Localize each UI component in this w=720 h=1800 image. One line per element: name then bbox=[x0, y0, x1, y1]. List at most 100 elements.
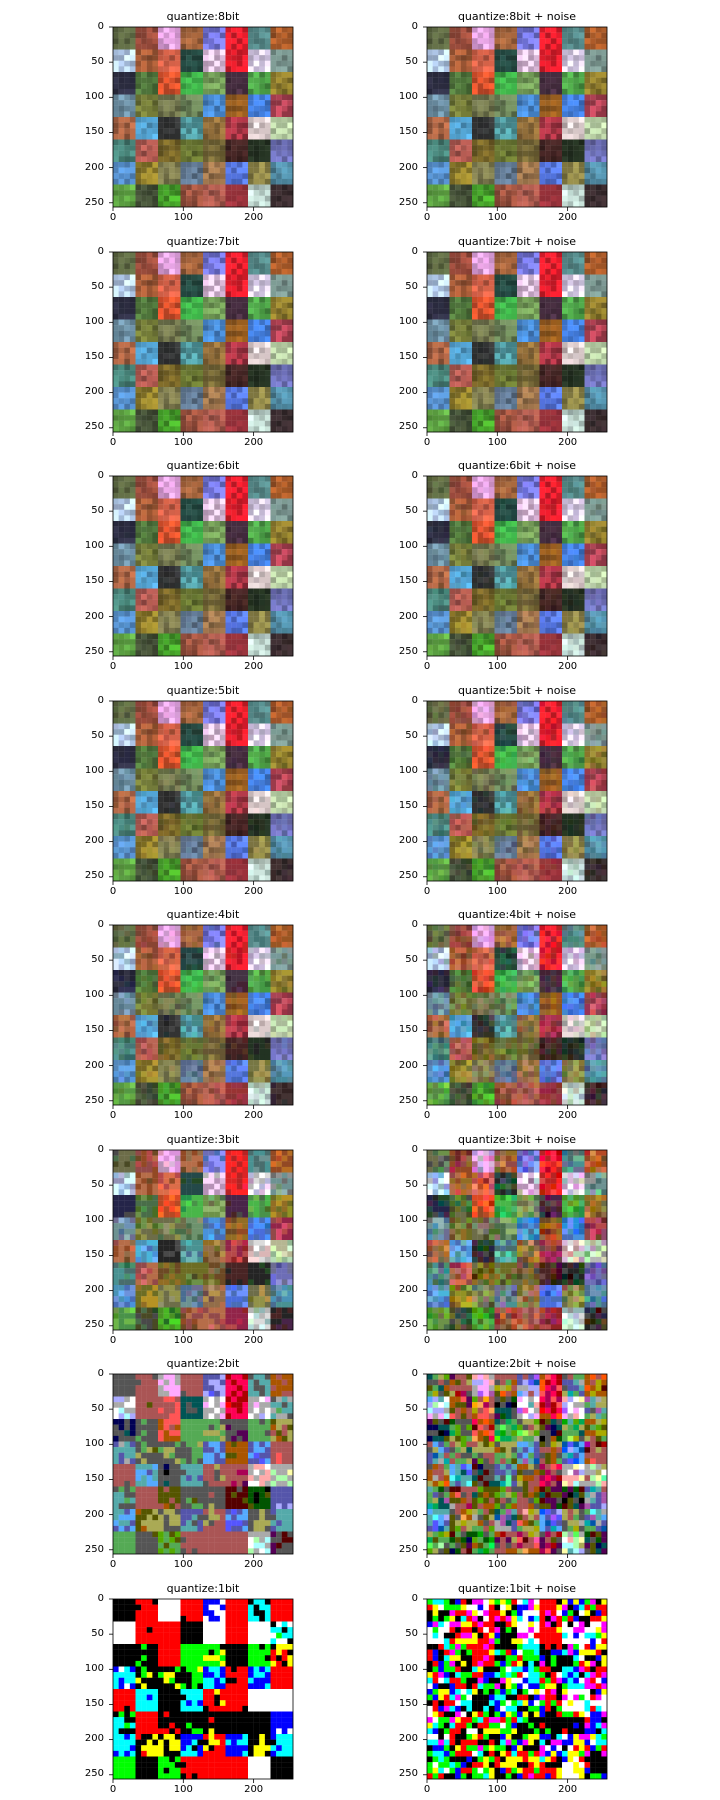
y-tick-label: 250 bbox=[84, 870, 104, 882]
y-tick-label: 50 bbox=[91, 280, 104, 292]
y-tick-label: 0 bbox=[97, 694, 104, 706]
y-tick-label: 100 bbox=[84, 1213, 104, 1225]
panel-title: quantize:3bit + noise bbox=[457, 1132, 577, 1146]
axes-frame bbox=[112, 475, 294, 657]
y-tick-label: 150 bbox=[398, 799, 418, 811]
image-grid bbox=[427, 1374, 608, 1555]
y-tick-label: 100 bbox=[398, 989, 418, 1001]
axes-frame bbox=[112, 1373, 294, 1555]
y-tick-label: 100 bbox=[84, 315, 104, 327]
y-tick-label: 0 bbox=[411, 245, 418, 257]
y-tick-label: 0 bbox=[97, 1143, 104, 1155]
y-tick-label: 0 bbox=[97, 470, 104, 481]
y-tick-label: 200 bbox=[398, 835, 418, 847]
y-tick-label: 250 bbox=[84, 196, 104, 208]
x-tick-label: 200 bbox=[244, 212, 264, 223]
x-tick-label: 100 bbox=[173, 436, 193, 448]
y-tick-label: 150 bbox=[398, 1473, 418, 1485]
y-tick-label: 200 bbox=[84, 835, 104, 847]
y-tick-label: 100 bbox=[84, 1662, 104, 1674]
x-tick-label: 0 bbox=[109, 436, 117, 448]
panel-title: quantize:1bit bbox=[166, 1581, 240, 1595]
y-tick-label: 200 bbox=[84, 1059, 104, 1071]
x-tick-label: 100 bbox=[173, 1783, 193, 1795]
image-grid bbox=[113, 700, 294, 881]
panel-title: quantize:4bit bbox=[166, 908, 240, 921]
y-tick-label: 0 bbox=[97, 919, 104, 930]
panel-title: quantize:6bit + noise bbox=[457, 459, 577, 472]
x-tick-label: 100 bbox=[173, 1559, 193, 1570]
y-tick-label: 100 bbox=[398, 91, 418, 103]
x-tick-label: 100 bbox=[173, 1334, 193, 1346]
y-tick-label: 250 bbox=[84, 1094, 104, 1106]
x-tick-label: 200 bbox=[558, 1783, 578, 1795]
y-tick-label: 0 bbox=[411, 21, 418, 32]
image-panel bbox=[109, 251, 294, 436]
image-grid bbox=[427, 476, 608, 657]
x-tick-label: 0 bbox=[423, 1110, 431, 1121]
y-tick-label: 250 bbox=[84, 645, 104, 657]
y-tick-label: 50 bbox=[91, 954, 104, 966]
image-panel bbox=[423, 1149, 608, 1334]
y-tick-label: 200 bbox=[398, 161, 418, 173]
y-tick-label: 250 bbox=[398, 1768, 418, 1780]
axes-frame bbox=[112, 1149, 294, 1330]
y-tick-label: 50 bbox=[405, 1178, 418, 1190]
x-tick-label: 100 bbox=[487, 1334, 507, 1346]
y-tick-label: 250 bbox=[398, 870, 418, 882]
y-tick-label: 50 bbox=[405, 56, 418, 68]
x-tick-label: 0 bbox=[423, 1334, 431, 1346]
image-panel bbox=[109, 26, 294, 211]
x-tick-label: 100 bbox=[487, 661, 507, 672]
y-tick-label: 200 bbox=[398, 1733, 418, 1745]
image-grid bbox=[427, 700, 608, 881]
panel-title: quantize:8bit + noise bbox=[457, 10, 577, 23]
image-panel bbox=[423, 924, 608, 1109]
image-grid bbox=[427, 1149, 608, 1330]
x-tick-label: 0 bbox=[423, 661, 431, 672]
y-tick-label: 50 bbox=[405, 280, 418, 292]
y-tick-label: 100 bbox=[84, 91, 104, 103]
y-tick-label: 200 bbox=[84, 1733, 104, 1745]
x-tick-label: 0 bbox=[109, 885, 117, 897]
axes-frame bbox=[112, 26, 294, 208]
x-tick-label: 100 bbox=[487, 436, 507, 448]
axes-frame bbox=[426, 475, 608, 657]
y-tick-label: 150 bbox=[84, 1697, 104, 1709]
y-tick-label: 0 bbox=[411, 1143, 418, 1155]
y-tick-label: 250 bbox=[398, 1094, 418, 1106]
x-tick-label: 200 bbox=[558, 436, 578, 448]
y-tick-label: 0 bbox=[97, 1592, 104, 1604]
x-tick-label: 200 bbox=[244, 885, 264, 897]
y-tick-label: 100 bbox=[84, 1438, 104, 1450]
x-tick-label: 200 bbox=[244, 1559, 264, 1570]
y-tick-label: 250 bbox=[398, 1543, 418, 1555]
image-panel bbox=[423, 1373, 608, 1558]
image-grid bbox=[427, 925, 608, 1106]
y-tick-label: 200 bbox=[398, 1508, 418, 1520]
y-tick-label: 150 bbox=[84, 799, 104, 811]
image-panel bbox=[109, 924, 294, 1109]
y-tick-label: 100 bbox=[398, 764, 418, 776]
y-tick-label: 0 bbox=[411, 919, 418, 930]
x-tick-label: 200 bbox=[558, 1334, 578, 1346]
axes-frame bbox=[426, 924, 608, 1106]
y-tick-label: 200 bbox=[84, 161, 104, 173]
y-tick-label: 50 bbox=[91, 1627, 104, 1639]
panel-title: quantize:3bit bbox=[166, 1132, 240, 1146]
image-panel bbox=[423, 251, 608, 436]
y-tick-label: 250 bbox=[84, 421, 104, 433]
x-tick-label: 0 bbox=[423, 212, 431, 223]
image-panel bbox=[109, 1598, 294, 1783]
x-tick-label: 0 bbox=[109, 1334, 117, 1346]
y-tick-label: 0 bbox=[411, 1368, 418, 1379]
x-tick-label: 100 bbox=[173, 1110, 193, 1121]
panel-title: quantize:7bit bbox=[166, 234, 240, 248]
panel-title: quantize:2bit bbox=[166, 1357, 240, 1370]
image-panel bbox=[109, 475, 294, 660]
panel-title: quantize:5bit bbox=[166, 683, 240, 697]
y-tick-label: 150 bbox=[398, 1248, 418, 1260]
y-tick-label: 150 bbox=[84, 1473, 104, 1485]
x-tick-label: 0 bbox=[423, 1559, 431, 1570]
